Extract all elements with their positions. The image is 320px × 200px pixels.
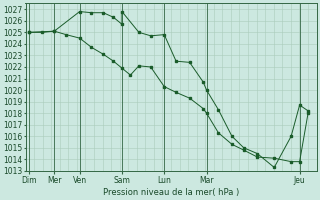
X-axis label: Pression niveau de la mer( hPa ): Pression niveau de la mer( hPa ) — [103, 188, 239, 197]
